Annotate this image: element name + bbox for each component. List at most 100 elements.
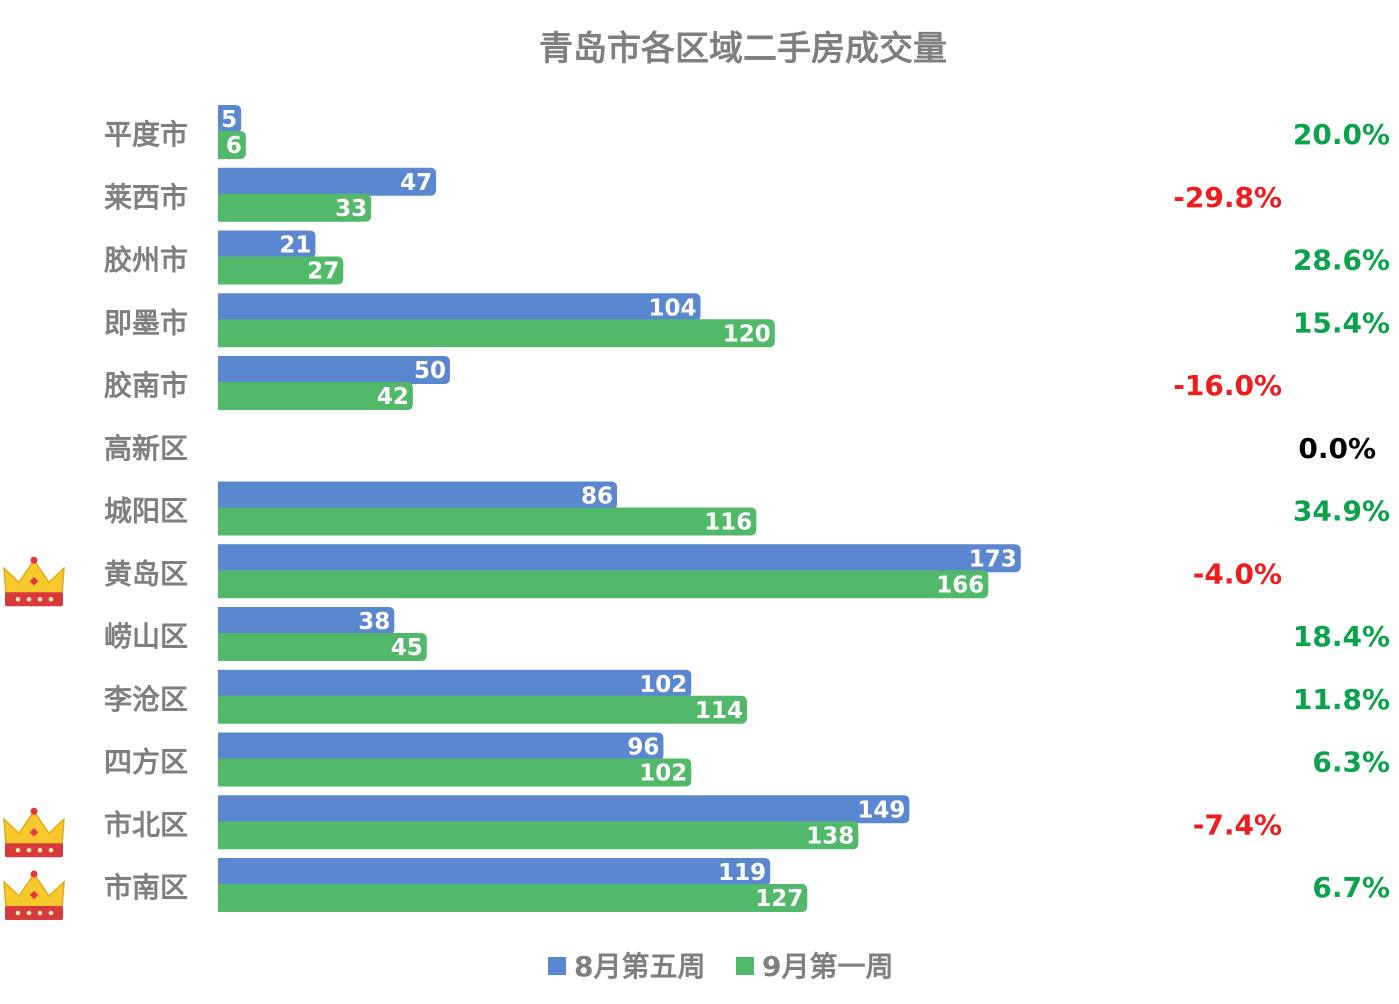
bar-sep-week1: [218, 131, 246, 159]
category-label: 黄岛区: [104, 557, 188, 590]
legend-label: 9月第一周: [762, 950, 893, 983]
data-label: 166: [936, 572, 984, 598]
bar-sep-week1: [218, 821, 859, 850]
bar-aug-week5: [218, 858, 771, 886]
crown-band: [5, 843, 63, 858]
crown-band: [5, 906, 63, 920]
data-label: 96: [627, 735, 659, 761]
data-label: 102: [639, 761, 687, 787]
change-label: 0.0%: [1298, 432, 1376, 465]
crown-gem: [30, 870, 38, 878]
category-label: 高新区: [104, 432, 188, 465]
change-label: 18.4%: [1293, 620, 1390, 653]
crown-gem: [30, 807, 38, 815]
bar-aug-week5: [218, 732, 664, 761]
data-label: 47: [400, 170, 432, 196]
data-label: 149: [857, 797, 905, 823]
category-label: 城阳区: [104, 495, 188, 528]
data-label: 138: [806, 823, 854, 849]
crown-dot: [26, 847, 32, 853]
bar-aug-week5: [218, 356, 450, 384]
bar-sep-week1: [218, 570, 989, 599]
crown-dot: [48, 847, 54, 853]
bar-aug-week5: [218, 293, 701, 322]
change-label: 6.3%: [1312, 746, 1390, 779]
category-label: 即墨市: [104, 306, 188, 339]
data-label: 120: [723, 321, 771, 347]
change-label: 20.0%: [1293, 118, 1390, 151]
crown-dot: [15, 847, 21, 853]
change-label: -4.0%: [1193, 557, 1282, 590]
legend: 8月第五周 9月第一周: [548, 950, 893, 983]
chart-title: 青岛市各区域二手房成交量: [539, 29, 947, 69]
category-label: 胶州市: [104, 244, 188, 277]
change-label: 28.6%: [1293, 244, 1390, 277]
data-label: 27: [307, 259, 339, 285]
category-label: 崂山区: [104, 620, 188, 653]
crown-icon: [3, 870, 65, 920]
legend-swatch: [736, 957, 754, 975]
data-label: 33: [335, 196, 367, 222]
crown-dot: [26, 910, 32, 916]
change-label: -16.0%: [1173, 369, 1282, 402]
change-label: 34.9%: [1293, 495, 1390, 528]
bar-sep-week1: [218, 319, 775, 348]
bar-sep-week1: [218, 695, 747, 724]
bar-sep-week1: [218, 884, 808, 912]
crown-dot: [48, 910, 54, 916]
data-label: 5: [221, 107, 237, 133]
crown-gem: [30, 556, 38, 564]
legend-label: 8月第五周: [574, 950, 705, 983]
crown-dot: [37, 596, 43, 602]
category-label: 四方区: [104, 746, 188, 779]
data-label: 116: [704, 510, 752, 536]
category-label: 市南区: [104, 871, 188, 904]
bar-aug-week5: [218, 544, 1021, 573]
bar-sep-week1: [218, 758, 692, 787]
bar-aug-week5: [218, 230, 316, 259]
crown-dot: [15, 910, 21, 916]
crown-dot: [15, 596, 21, 602]
crown-dot: [26, 596, 32, 602]
data-label: 127: [755, 886, 803, 912]
crown-dot: [37, 847, 43, 853]
crown-icon: [3, 807, 65, 858]
data-label: 42: [377, 384, 409, 410]
category-label: 胶南市: [104, 369, 188, 402]
data-label: 6: [226, 133, 242, 159]
category-label: 李沧区: [104, 683, 188, 716]
data-label: 86: [581, 484, 613, 510]
bar-sep-week1: [218, 193, 372, 222]
category-label: 平度市: [104, 118, 188, 151]
data-label: 50: [414, 358, 446, 384]
bar-sep-week1: [218, 256, 344, 285]
bar-aug-week5: [218, 481, 618, 510]
category-label: 市北区: [104, 808, 188, 841]
data-label: 38: [358, 609, 390, 635]
bar-sep-week1: [218, 633, 427, 661]
data-label: 173: [969, 546, 1017, 572]
data-label: 104: [649, 295, 697, 321]
data-label: 114: [695, 698, 743, 724]
bar-aug-week5: [218, 167, 437, 196]
change-label: 11.8%: [1293, 683, 1390, 716]
category-label: 莱西市: [104, 181, 188, 214]
crown-dot: [37, 910, 43, 916]
crown-band: [5, 592, 63, 607]
bar-aug-week5: [218, 607, 395, 635]
data-label: 45: [391, 635, 423, 661]
bar-sep-week1: [218, 382, 413, 410]
change-label: 15.4%: [1293, 306, 1390, 339]
data-label: 21: [279, 233, 311, 259]
bar-aug-week5: [218, 669, 692, 698]
bar-aug-week5: [218, 105, 242, 133]
data-label: 119: [718, 860, 766, 886]
crown-dot: [48, 596, 54, 602]
legend-swatch: [548, 957, 566, 975]
bar-sep-week1: [218, 507, 757, 536]
crown-icon: [3, 556, 65, 607]
change-label: 6.7%: [1312, 871, 1390, 904]
bar-aug-week5: [218, 795, 910, 824]
